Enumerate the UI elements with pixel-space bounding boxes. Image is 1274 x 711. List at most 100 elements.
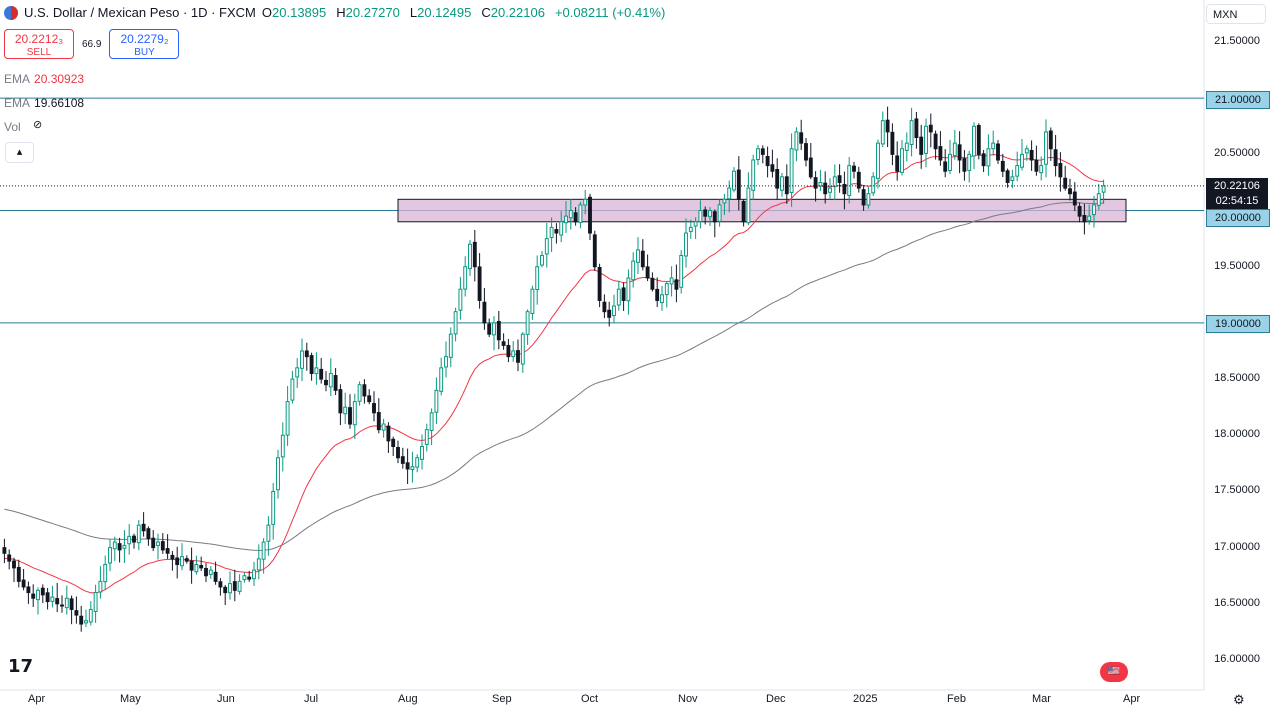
ema-slow-legend[interactable]: EMA 19.66108	[4, 96, 85, 110]
candle-body	[885, 119, 890, 133]
support-zone	[397, 198, 1127, 223]
candle-body	[468, 243, 472, 270]
candle-body	[12, 560, 16, 569]
symbol-title[interactable]: U.S. Dollar / Mexican Peso · 1D · FXCM	[24, 5, 256, 20]
candle-body	[1015, 165, 1020, 177]
candle-body	[952, 142, 957, 157]
candle-body	[463, 266, 468, 290]
candle-body	[741, 201, 746, 223]
candle-body	[703, 209, 708, 217]
candle-body	[588, 196, 592, 234]
candle-body	[295, 367, 300, 378]
candle-body	[837, 175, 842, 183]
ema-fast-value: 20.30923	[34, 72, 85, 86]
candle-body	[1039, 165, 1044, 174]
candle-body	[967, 153, 972, 171]
candle-body	[141, 523, 146, 532]
ema-fast-legend[interactable]: EMA 20.30923	[4, 72, 85, 86]
candle-body	[386, 425, 391, 442]
gear-icon[interactable]: ⚙	[1233, 692, 1245, 707]
candle-body	[36, 589, 40, 601]
ohlc-close: C20.22106	[481, 5, 545, 20]
candle-body	[573, 212, 578, 223]
candle-body	[804, 143, 808, 161]
candle-body	[511, 350, 516, 358]
candle-body	[492, 322, 496, 336]
candle-body	[880, 120, 885, 145]
candle-body	[424, 429, 429, 445]
candle-body	[60, 604, 64, 607]
price-axis-tick: 19.50000	[1214, 259, 1260, 272]
candle-body	[108, 547, 112, 564]
candle-body	[280, 434, 285, 458]
candle-body	[1010, 176, 1015, 181]
candle-body	[472, 241, 477, 268]
volume-legend[interactable]: Vol	[4, 120, 21, 134]
candle-body	[156, 541, 160, 546]
candle-body	[1005, 170, 1010, 183]
chevron-up-icon[interactable]: ▴	[5, 142, 34, 163]
candle-body	[549, 226, 554, 239]
candle-body	[290, 378, 295, 401]
candle-body	[146, 528, 151, 540]
candle-body	[621, 287, 626, 301]
price-axis-tick: 16.00000	[1214, 653, 1260, 665]
candle-body	[247, 576, 252, 580]
candle-body	[391, 438, 396, 448]
candle-body	[127, 535, 132, 545]
candle-body	[895, 155, 900, 172]
candle-body	[597, 266, 602, 301]
candle-body	[439, 367, 444, 392]
candle-body	[981, 153, 986, 167]
candle-body	[304, 350, 309, 358]
candle-body	[664, 283, 669, 296]
candle-body	[520, 333, 525, 365]
candle-body	[876, 142, 880, 179]
candle-body	[866, 193, 871, 206]
candle-body	[626, 277, 631, 302]
sell-button[interactable]: 20.2212₃ SELL	[4, 29, 74, 59]
last-price-tag: 20.22106	[1206, 178, 1268, 194]
symbol-header: U.S. Dollar / Mexican Peso · 1D · FXCM O…	[4, 5, 669, 20]
time-axis-tick: 2025	[853, 693, 878, 705]
candle-body	[319, 368, 324, 380]
candle-body	[79, 615, 84, 625]
candle-body	[189, 560, 194, 571]
candle-body	[832, 176, 837, 188]
candle-body	[722, 198, 727, 204]
tradingview-logo[interactable]: 𝟭𝟳	[8, 656, 34, 676]
candle-body	[684, 232, 688, 257]
candle-body	[420, 446, 424, 460]
candle-body	[564, 215, 568, 224]
candle-body	[559, 221, 564, 236]
currency-selector[interactable]: MXN	[1206, 4, 1266, 24]
candle-body	[698, 210, 703, 222]
candle-body	[1024, 148, 1029, 154]
candle-body	[88, 608, 93, 623]
candle-body	[535, 266, 540, 291]
candle-body	[348, 407, 352, 425]
candle-body	[669, 277, 674, 285]
lower-price-tag: 19.00000	[1206, 315, 1270, 333]
price-axis-tick: 18.50000	[1214, 372, 1260, 385]
candle-body	[928, 124, 933, 133]
eye-hidden-icon[interactable]: ⊘	[33, 119, 43, 131]
candle-body	[1082, 215, 1087, 223]
candle-body	[1092, 204, 1096, 216]
candle-body	[1034, 159, 1039, 172]
candle-body	[1077, 205, 1082, 217]
candle-body	[252, 569, 256, 580]
candle-body	[847, 165, 852, 196]
candle-body	[496, 320, 501, 341]
candle-body	[789, 148, 794, 193]
candle-body	[823, 182, 828, 195]
candle-body	[1101, 185, 1106, 193]
candle-body	[415, 457, 420, 468]
candle-body	[122, 544, 127, 549]
price-axis-tick: 17.50000	[1214, 484, 1260, 497]
economic-events-icon[interactable]: 🇺🇸	[1100, 662, 1128, 682]
candle-body	[21, 579, 26, 588]
buy-button[interactable]: 20.2279₂ BUY	[109, 29, 180, 59]
candle-body	[175, 557, 180, 565]
